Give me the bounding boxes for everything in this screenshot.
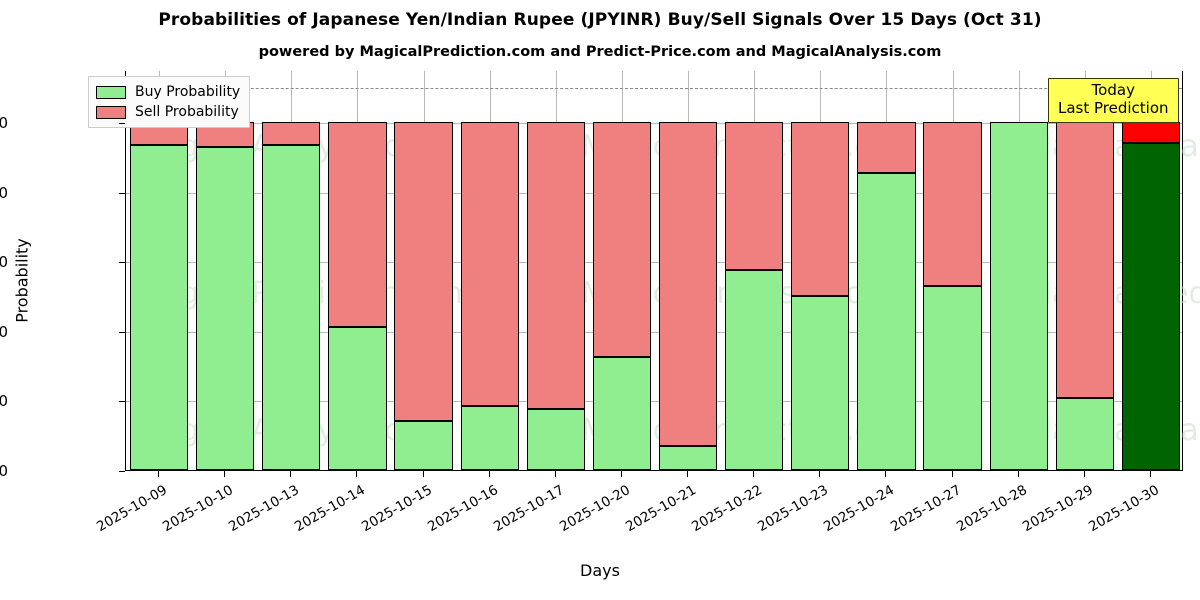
y-tick-label: 80 — [0, 183, 8, 202]
x-tick-mark — [224, 471, 226, 477]
bar-segment-buy[interactable] — [658, 445, 718, 470]
bar-column[interactable] — [196, 70, 255, 470]
bar-column[interactable] — [262, 70, 321, 470]
bar-column[interactable] — [658, 70, 718, 470]
bar-segment-buy[interactable] — [129, 144, 189, 470]
bar-segment-buy[interactable] — [1055, 398, 1114, 470]
legend-swatch-buy — [96, 85, 126, 99]
bar-segment-sell[interactable] — [592, 122, 652, 357]
bar-segment-buy[interactable] — [394, 421, 453, 470]
bar-column[interactable] — [923, 70, 982, 470]
y-tick-label: 60 — [0, 253, 8, 272]
bar-segment-buy[interactable] — [857, 172, 916, 470]
x-tick-mark — [158, 471, 160, 477]
bar-column[interactable] — [989, 70, 1048, 470]
bar-segment-sell[interactable] — [1055, 122, 1114, 398]
x-tick-mark — [290, 471, 292, 477]
chart-legend: Buy Probability Sell Probability — [88, 76, 251, 128]
bar-segment-sell[interactable] — [725, 122, 784, 270]
bar-segment-sell[interactable] — [791, 122, 850, 297]
bar-column[interactable] — [460, 70, 519, 470]
y-tick-label: 40 — [0, 322, 8, 341]
bar-column[interactable] — [1055, 70, 1114, 470]
x-tick-mark — [1017, 471, 1019, 477]
x-tick-mark — [356, 471, 358, 477]
bar-segment-sell[interactable] — [857, 122, 916, 173]
bar-segment-buy[interactable] — [1121, 143, 1181, 470]
bar-column[interactable] — [526, 70, 585, 470]
bar-segment-buy[interactable] — [460, 405, 519, 470]
legend-swatch-sell — [96, 105, 126, 119]
x-tick-mark — [1083, 471, 1085, 477]
x-tick-mark — [819, 471, 821, 477]
today-label: Today — [1091, 81, 1135, 99]
chart-subtitle: powered by MagicalPrediction.com and Pre… — [258, 44, 942, 60]
legend-item-buy: Buy Probability — [96, 82, 240, 102]
today-annotation-box: Today Last Prediction — [1048, 78, 1179, 124]
bar-segment-buy[interactable] — [989, 122, 1048, 470]
x-tick-mark — [753, 471, 755, 477]
y-tick-mark — [119, 471, 125, 472]
y-gridline — [126, 331, 1182, 333]
legend-item-sell: Sell Probability — [96, 102, 240, 122]
y-tick-label: 100 — [0, 114, 8, 133]
x-tick-mark — [488, 471, 490, 477]
bar-segment-sell[interactable] — [1121, 122, 1181, 144]
y-tick-mark — [119, 123, 125, 125]
x-axis-label: Days — [580, 561, 620, 580]
bar-segment-sell[interactable] — [658, 122, 718, 446]
y-tick-mark — [119, 262, 125, 264]
bar-column[interactable] — [725, 70, 784, 470]
x-tick-mark — [1149, 471, 1151, 477]
bar-segment-buy[interactable] — [923, 285, 982, 470]
y-tick-label: 20 — [0, 392, 8, 411]
bar-column[interactable] — [328, 70, 387, 470]
bar-segment-buy[interactable] — [526, 409, 585, 470]
bar-today[interactable] — [1121, 70, 1181, 470]
bar-segment-buy[interactable] — [262, 144, 321, 470]
y-tick-mark — [119, 401, 125, 403]
legend-label-sell: Sell Probability — [135, 104, 239, 120]
bar-segment-buy[interactable] — [791, 296, 850, 470]
y-tick-mark — [119, 192, 125, 194]
bar-segment-buy[interactable] — [196, 146, 255, 470]
bar-segment-buy[interactable] — [328, 327, 387, 470]
x-tick-mark — [554, 471, 556, 477]
chart-title: Probabilities of Japanese Yen/Indian Rup… — [158, 10, 1042, 30]
bar-segment-sell[interactable] — [394, 122, 453, 422]
bar-column[interactable] — [129, 70, 189, 470]
y-tick-label: 0 — [0, 462, 8, 480]
x-tick-mark — [687, 471, 689, 477]
bar-column[interactable] — [857, 70, 916, 470]
y-axis-label: Probability — [12, 238, 32, 323]
y-tick-mark — [119, 331, 125, 333]
x-tick-mark — [885, 471, 887, 477]
x-tick-mark — [422, 471, 424, 477]
y-gridline — [126, 401, 1182, 403]
x-tick-mark — [620, 471, 622, 477]
bar-segment-sell[interactable] — [460, 122, 519, 406]
bar-column[interactable] — [791, 70, 850, 470]
bar-column[interactable] — [592, 70, 652, 470]
bar-segment-sell[interactable] — [262, 122, 321, 145]
bar-segment-sell[interactable] — [328, 122, 387, 328]
legend-label-buy: Buy Probability — [135, 84, 241, 100]
plot-area: MagicalAnalysis.comMagicalPrediction.com… — [125, 70, 1200, 471]
y-gridline — [126, 192, 1182, 194]
bar-segment-sell[interactable] — [923, 122, 982, 286]
bar-segment-buy[interactable] — [725, 270, 784, 470]
bar-segment-sell[interactable] — [526, 122, 585, 410]
x-tick-mark — [951, 471, 953, 477]
last-prediction-label: Last Prediction — [1058, 98, 1169, 117]
bar-column[interactable] — [394, 70, 453, 470]
y-gridline — [126, 123, 1182, 125]
y-gridline — [126, 262, 1182, 264]
bar-segment-buy[interactable] — [592, 356, 652, 470]
threshold-dashed-line — [126, 88, 1182, 90]
